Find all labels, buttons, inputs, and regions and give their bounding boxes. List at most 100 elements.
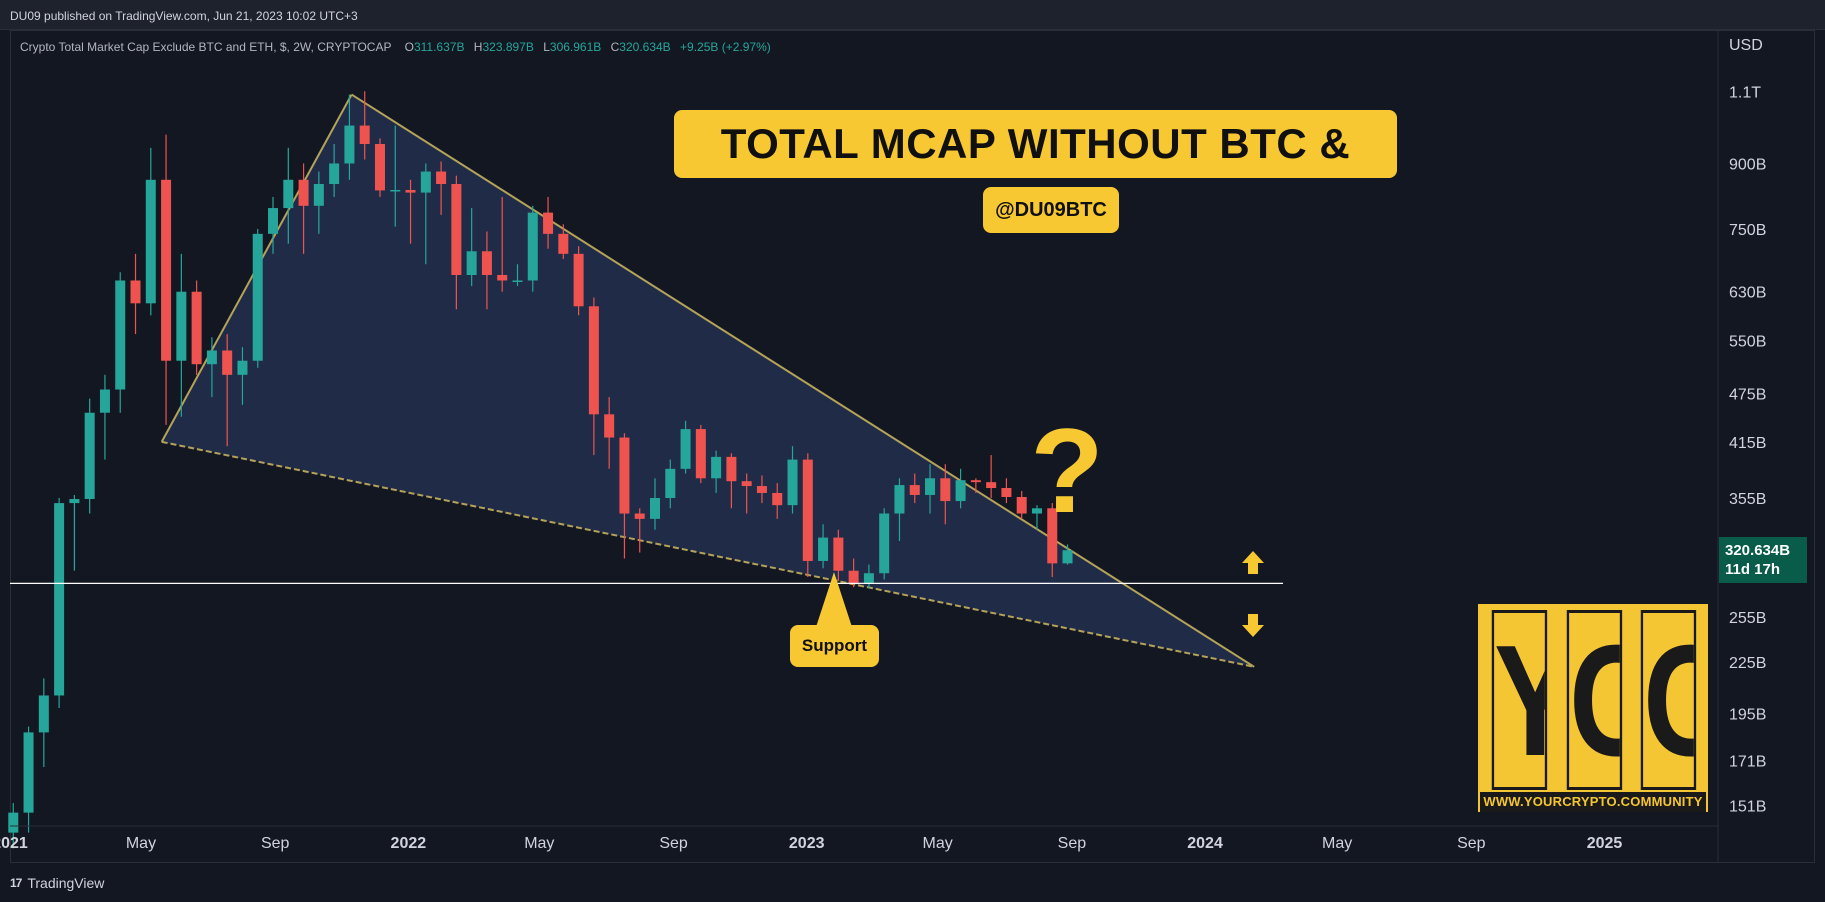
candle-body — [695, 429, 706, 479]
candle[interactable] — [863, 564, 874, 589]
candle[interactable] — [1031, 505, 1042, 530]
question-mark: ? — [1030, 404, 1103, 538]
candle[interactable] — [619, 433, 630, 559]
wedge-lower-trendline[interactable] — [161, 440, 1255, 668]
legend-close-label: C — [610, 40, 620, 54]
candle[interactable] — [481, 231, 492, 310]
candle[interactable] — [1001, 478, 1012, 504]
candle[interactable] — [359, 91, 370, 160]
arrow-up-icon — [1242, 551, 1264, 574]
candle[interactable] — [374, 138, 385, 197]
candle[interactable] — [588, 297, 599, 456]
candle[interactable] — [787, 446, 798, 514]
candle[interactable] — [222, 334, 233, 447]
candle[interactable] — [130, 253, 141, 335]
candle[interactable] — [390, 125, 401, 227]
candle[interactable] — [23, 726, 34, 833]
candle[interactable] — [344, 94, 355, 180]
candle-body — [1062, 550, 1073, 564]
candle[interactable] — [680, 420, 691, 474]
candle[interactable] — [894, 478, 905, 541]
candle-body — [84, 412, 95, 500]
candle-body — [451, 184, 462, 275]
candle[interactable] — [1062, 544, 1073, 565]
candle[interactable] — [512, 264, 523, 287]
tradingview-mark-icon: 17 — [10, 876, 22, 890]
tradingview-logo[interactable]: 17 TradingView — [10, 875, 104, 891]
candle[interactable] — [329, 144, 340, 197]
candle-body — [38, 695, 49, 733]
candle[interactable] — [161, 134, 172, 425]
wedge-upper-trendline[interactable] — [351, 93, 1255, 668]
candle[interactable] — [1047, 503, 1058, 577]
candle[interactable] — [955, 468, 966, 509]
candle-body — [909, 485, 920, 495]
candle[interactable] — [970, 478, 981, 493]
candle[interactable] — [543, 196, 554, 249]
chart-legend: Crypto Total Market Cap Exclude BTC and … — [20, 40, 771, 54]
candle[interactable] — [99, 374, 110, 460]
candle-body — [69, 499, 80, 504]
candle[interactable] — [313, 171, 324, 234]
candle[interactable] — [802, 453, 813, 577]
candle[interactable] — [451, 175, 462, 310]
candle[interactable] — [1016, 490, 1027, 519]
candle[interactable] — [879, 508, 890, 580]
candle[interactable] — [634, 508, 645, 553]
candle[interactable] — [38, 678, 49, 768]
y-tick-label: 475B — [1729, 386, 1766, 403]
candle[interactable] — [527, 205, 538, 292]
candle[interactable] — [986, 455, 997, 499]
candle[interactable] — [573, 246, 584, 316]
candle[interactable] — [650, 478, 661, 530]
candle[interactable] — [741, 473, 752, 514]
candle[interactable] — [772, 483, 783, 519]
candle[interactable] — [145, 147, 156, 316]
ycc-letter-y: Y — [1491, 610, 1547, 790]
author-handle-annotation: @DU09BTC — [983, 187, 1119, 233]
candle[interactable] — [283, 147, 294, 244]
candle[interactable] — [298, 163, 309, 254]
candle[interactable] — [726, 453, 737, 509]
candle-body — [558, 233, 569, 254]
currency-label[interactable]: USD — [1729, 37, 1763, 54]
candle[interactable] — [237, 347, 248, 405]
chart-frame — [10, 30, 1815, 863]
candle[interactable] — [191, 280, 202, 375]
candle[interactable] — [206, 337, 217, 398]
candle[interactable] — [665, 459, 676, 509]
candle[interactable] — [909, 473, 920, 504]
candle[interactable] — [420, 163, 431, 265]
candle[interactable] — [848, 558, 859, 588]
candle[interactable] — [711, 450, 722, 493]
arrow-down-icon — [1242, 614, 1264, 637]
candle-body — [268, 208, 279, 234]
candle-body — [115, 280, 126, 390]
candle[interactable] — [405, 179, 416, 244]
candle[interactable] — [176, 253, 187, 417]
candle[interactable] — [268, 196, 279, 254]
candle[interactable] — [695, 424, 706, 484]
candle[interactable] — [756, 475, 767, 504]
x-tick-label: 2021 — [0, 835, 28, 852]
candle[interactable] — [84, 398, 95, 514]
candle[interactable] — [54, 498, 65, 708]
candle[interactable] — [69, 494, 80, 571]
candle[interactable] — [436, 161, 447, 215]
candle[interactable] — [115, 272, 126, 413]
footer-bar: 17 TradingView — [0, 863, 1825, 902]
candle[interactable] — [558, 224, 569, 260]
candle[interactable] — [604, 397, 615, 469]
candle[interactable] — [818, 524, 829, 569]
candle[interactable] — [252, 229, 263, 368]
candle-body — [206, 350, 217, 365]
candle[interactable] — [833, 529, 844, 581]
candle-body — [955, 480, 966, 502]
candle[interactable] — [925, 464, 936, 514]
candle[interactable] — [940, 464, 951, 525]
candle[interactable] — [497, 196, 508, 292]
candle[interactable] — [466, 208, 477, 287]
y-tick-label: 550B — [1729, 334, 1766, 351]
candle-body — [588, 306, 599, 415]
